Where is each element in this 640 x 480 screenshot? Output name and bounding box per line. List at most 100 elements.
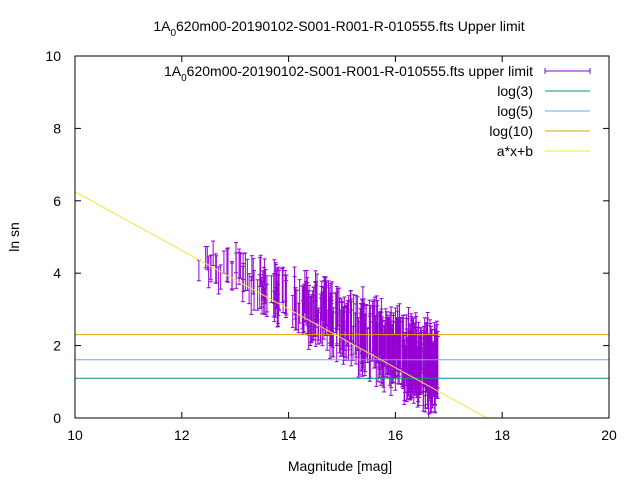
data-point (230, 262, 235, 291)
fit-line (75, 191, 489, 418)
legend-label-prefix: 1A (164, 63, 182, 79)
data-point (209, 254, 214, 283)
data-point (421, 347, 426, 412)
data-point (241, 253, 246, 281)
data-point (259, 280, 264, 315)
legend-entry: a*x+b (497, 143, 590, 159)
data-point (319, 280, 324, 318)
legend-label: log(3) (497, 83, 533, 99)
data-point (334, 291, 339, 329)
plot-frame (74, 55, 610, 419)
data-point (264, 275, 269, 317)
svg-text:1A0620m00-20190102-S001-R001-R: 1A0620m00-20190102-S001-R001-R-010555.ft… (153, 18, 524, 39)
legend-entry: log(5) (497, 103, 590, 119)
data-point (216, 266, 221, 295)
data-point (301, 285, 306, 334)
y-tick-label: 4 (53, 265, 61, 281)
data-point (410, 333, 415, 396)
legend-label-subscript: 0 (181, 73, 187, 84)
data-point (326, 284, 331, 333)
data-point (354, 294, 359, 358)
data-point (313, 280, 318, 328)
data-point (205, 246, 210, 271)
title: 1A0620m00-20190102-S001-R001-R-010555.ft… (153, 18, 524, 39)
data-point (404, 328, 409, 402)
y-axis-label: ln sn (6, 222, 22, 252)
data-point (368, 313, 373, 379)
data-point (311, 286, 316, 340)
data-point (237, 248, 242, 285)
data-point (392, 334, 397, 376)
data-point (211, 240, 216, 267)
plot-area (75, 191, 609, 418)
data-point (372, 332, 377, 369)
legend-label: 1A0620m00-20190102-S001-R001-R-010555.ft… (164, 63, 533, 84)
y-tick-label: 10 (45, 48, 61, 64)
x-axis-label: Magnitude [mag] (288, 458, 392, 474)
data-point (226, 247, 231, 283)
data-point (294, 289, 299, 330)
data-point (346, 295, 351, 351)
data-point (271, 273, 276, 318)
x-tick-label: 16 (388, 427, 404, 443)
data-point (349, 301, 354, 356)
data-point (385, 318, 390, 379)
data-point (276, 274, 281, 317)
data-point (395, 318, 400, 367)
x-tick-label: 20 (601, 427, 617, 443)
data-point (296, 302, 301, 334)
legend-entry: 1A0620m00-20190102-S001-R001-R-010555.ft… (164, 63, 591, 84)
legend-entry: log(10) (489, 123, 590, 139)
x-tick-label: 18 (494, 427, 510, 443)
legend: 1A0620m00-20190102-S001-R001-R-010555.ft… (164, 63, 591, 159)
data-point (292, 276, 297, 316)
data-point (304, 270, 309, 319)
legend-label: a*x+b (497, 143, 533, 159)
data-point (429, 353, 434, 413)
data-point (382, 325, 387, 393)
data-point (262, 287, 267, 316)
data-point (377, 323, 382, 370)
title-rest: 620m00-20190102-S001-R001-R-010555.fts U… (176, 18, 525, 34)
y-tick-label: 0 (53, 410, 61, 426)
data-point (342, 296, 347, 331)
data-point (414, 329, 419, 399)
data-point (337, 297, 342, 354)
data-point (344, 304, 349, 340)
data-point (397, 303, 402, 373)
data-point (432, 347, 437, 406)
data-point (333, 293, 338, 333)
legend-label: log(5) (497, 103, 533, 119)
data-point (434, 320, 439, 395)
data-point (280, 268, 285, 304)
data-point (249, 276, 254, 315)
legend-label-rest: 620m00-20190102-S001-R001-R-010555.fts u… (187, 63, 533, 79)
errorbar-series (196, 240, 440, 418)
axes: 10 12 14 16 18 20 0 2 4 6 8 10 (45, 48, 617, 443)
data-point (221, 250, 226, 274)
data-point (255, 279, 260, 311)
title-subscript: 0 (170, 28, 176, 39)
data-point (360, 305, 365, 370)
title-prefix: 1A (153, 18, 171, 34)
plot-inner (75, 191, 609, 418)
data-point (348, 290, 353, 342)
data-point (251, 258, 256, 295)
y-tick-label: 6 (53, 193, 61, 209)
legend-entry: log(3) (497, 83, 590, 99)
y-tick-label: 2 (53, 338, 61, 354)
x-tick-label: 12 (174, 427, 190, 443)
data-point (196, 259, 201, 282)
data-point (281, 266, 286, 314)
data-point (401, 340, 406, 390)
data-point (374, 295, 379, 361)
x-tick-label: 10 (67, 427, 83, 443)
legend-label: log(10) (489, 123, 533, 139)
data-point (233, 242, 238, 274)
y-tick-label: 8 (53, 120, 61, 136)
data-point (218, 264, 223, 290)
data-point (269, 275, 274, 304)
data-point (245, 258, 250, 291)
x-tick-label: 14 (281, 427, 297, 443)
